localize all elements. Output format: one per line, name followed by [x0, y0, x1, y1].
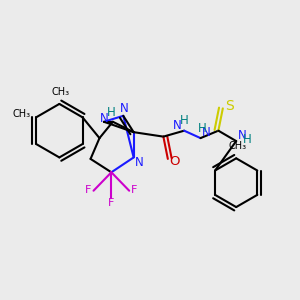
Text: H: H	[107, 106, 116, 119]
Text: N: N	[120, 102, 128, 115]
Text: H: H	[180, 114, 189, 128]
Text: F: F	[108, 199, 115, 208]
Text: N: N	[173, 119, 182, 132]
Text: S: S	[225, 99, 234, 113]
Text: N: N	[238, 129, 247, 142]
Text: F: F	[131, 185, 138, 195]
Text: N: N	[135, 156, 143, 169]
Text: CH₃: CH₃	[52, 87, 70, 97]
Text: CH₃: CH₃	[13, 109, 31, 119]
Text: H: H	[198, 122, 206, 135]
Text: N: N	[202, 126, 211, 139]
Text: O: O	[169, 155, 180, 168]
Text: CH₃: CH₃	[229, 141, 247, 152]
Text: N: N	[100, 112, 108, 125]
Text: F: F	[85, 185, 92, 195]
Text: H: H	[243, 133, 252, 146]
